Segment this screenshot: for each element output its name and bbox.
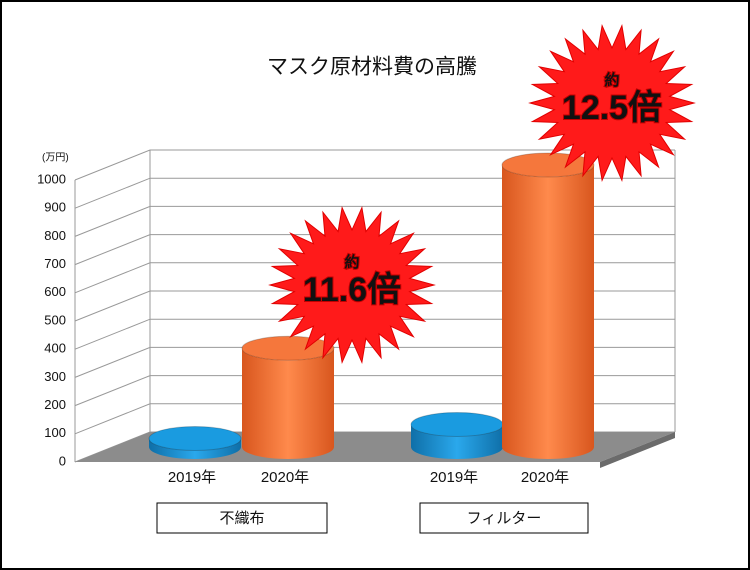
- grid-line: [74, 205, 675, 237]
- grid-line: [74, 149, 675, 181]
- y-tick-label: 500: [44, 312, 66, 327]
- group-label: 不織布: [219, 510, 264, 527]
- bar: [502, 165, 594, 459]
- y-tick-label: 0: [59, 453, 66, 468]
- y-tick-label: 700: [44, 256, 66, 271]
- x-tick-label: 2020年: [261, 469, 309, 486]
- floor-edge: [600, 432, 675, 468]
- starburst: [528, 23, 696, 183]
- x-tick-label: 2019年: [168, 469, 216, 486]
- y-tick-label: 900: [44, 200, 66, 215]
- bar-top: [410, 411, 504, 437]
- y-tick-label: 400: [44, 341, 66, 356]
- grid-line: [74, 262, 675, 294]
- annotation-text: 11.6倍: [303, 271, 401, 309]
- bar-top: [148, 426, 242, 452]
- grid-line: [74, 346, 675, 378]
- starburst: [268, 205, 436, 365]
- bar: [411, 424, 503, 459]
- grid-line: [74, 318, 675, 350]
- bar-top: [501, 152, 595, 178]
- annotation-prefix: 約: [604, 71, 619, 89]
- bar-top: [241, 335, 335, 361]
- x-tick-label: 2020年: [521, 469, 569, 486]
- annotation-prefix: 約: [344, 253, 359, 271]
- bar: [149, 438, 241, 459]
- grid-line: [74, 375, 675, 407]
- annotation-text: 12.5倍: [562, 89, 662, 127]
- chart-title: マスク原材料費の高騰: [267, 56, 477, 79]
- bar: [242, 348, 334, 459]
- y-tick-label: 600: [44, 284, 66, 299]
- grid-line: [74, 403, 675, 435]
- grid-line: [74, 290, 675, 322]
- grid-line: [74, 177, 675, 209]
- y-tick-label: 200: [44, 397, 66, 412]
- grid-line: [74, 234, 675, 266]
- group-label: フィルター: [467, 510, 542, 527]
- group-box: [156, 502, 328, 534]
- y-tick-label: 300: [44, 369, 66, 384]
- y-tick-label: 1000: [37, 171, 66, 186]
- y-unit: (万円): [42, 153, 69, 164]
- x-tick-label: 2019年: [430, 469, 478, 486]
- y-tick-label: 100: [44, 425, 66, 440]
- y-tick-label: 800: [44, 228, 66, 243]
- group-box: [419, 502, 589, 534]
